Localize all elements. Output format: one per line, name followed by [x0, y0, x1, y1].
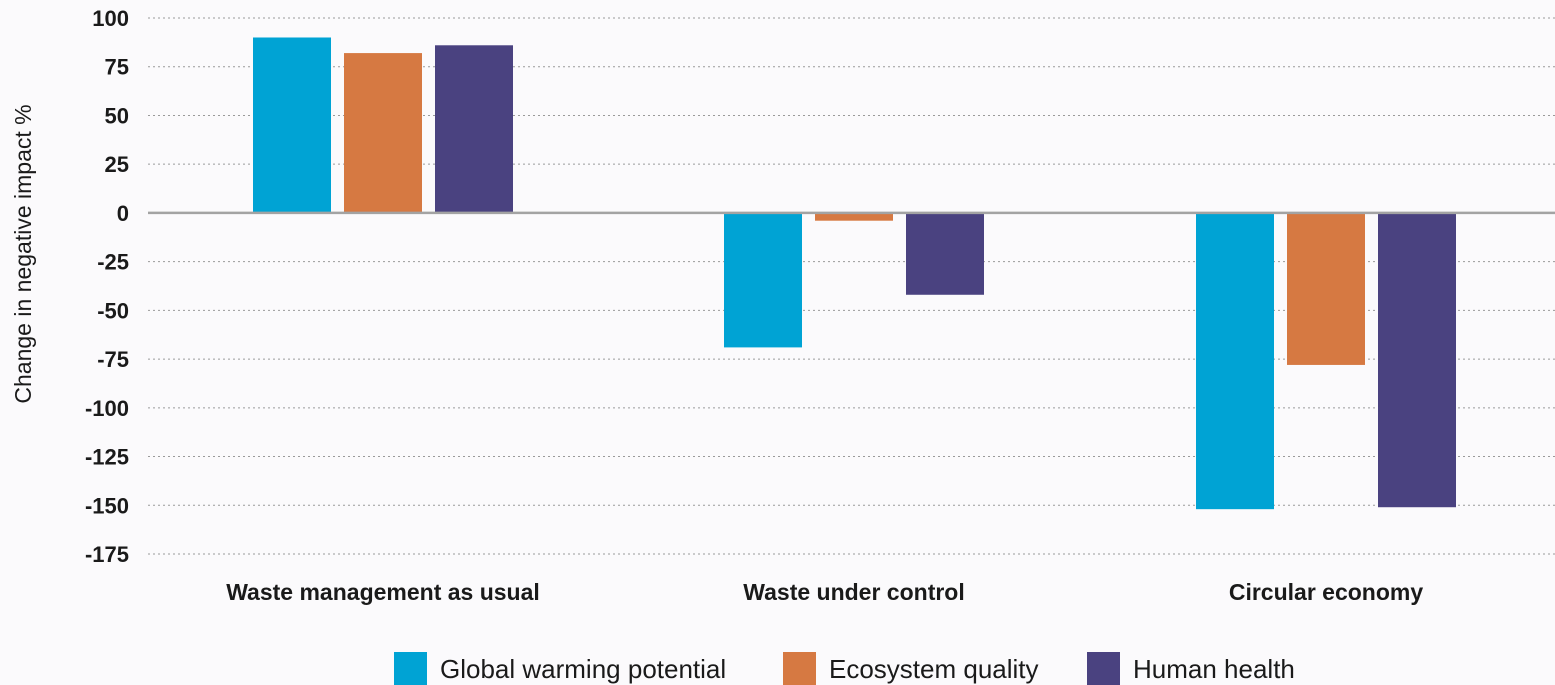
- y-axis-label: Change in negative impact %: [10, 104, 36, 403]
- bar: [815, 212, 893, 221]
- y-tick-label: 25: [105, 152, 129, 177]
- x-category-label: Waste management as usual: [226, 579, 540, 605]
- x-category-label: Waste under control: [743, 579, 965, 605]
- legend-item[interactable]: Ecosystem quality: [783, 652, 1039, 685]
- bar: [906, 212, 984, 295]
- x-axis-categories: Waste management as usual Waste under con…: [226, 579, 1423, 605]
- bar: [1196, 212, 1274, 510]
- y-tick-label: -175: [85, 542, 129, 567]
- bar: [1287, 212, 1365, 365]
- y-tick-label: -75: [97, 347, 129, 372]
- bar: [1378, 212, 1456, 508]
- y-tick-label: -100: [85, 396, 129, 421]
- y-tick-label: -125: [85, 445, 129, 470]
- x-category-label: Circular economy: [1229, 579, 1423, 605]
- legend-swatch: [1087, 652, 1120, 685]
- legend-swatch: [394, 652, 427, 685]
- legend-label: Global warming potential: [440, 654, 726, 684]
- bar: [344, 53, 422, 213]
- y-tick-label: 0: [117, 201, 129, 226]
- legend-item[interactable]: Global warming potential: [394, 652, 726, 685]
- bar: [435, 45, 513, 213]
- y-tick-label: 75: [105, 55, 129, 80]
- bar: [724, 212, 802, 348]
- legend-item[interactable]: Human health: [1087, 652, 1295, 685]
- legend-label: Ecosystem quality: [829, 654, 1039, 684]
- y-tick-label: -50: [97, 298, 129, 323]
- y-tick-label: 50: [105, 103, 129, 128]
- bar: [253, 37, 331, 213]
- y-tick-label: -25: [97, 250, 129, 275]
- y-tick-label: -150: [85, 493, 129, 518]
- y-tick-label: 100: [92, 6, 129, 31]
- legend-swatch: [783, 652, 816, 685]
- legend-label: Human health: [1133, 654, 1295, 684]
- legend[interactable]: Global warming potential Ecosystem qualit…: [394, 652, 1295, 685]
- y-axis-ticks: 100 75 50 25 0 -25 -50 -75 -100 -125 -150 -175: [85, 6, 129, 567]
- bars: [253, 37, 1456, 510]
